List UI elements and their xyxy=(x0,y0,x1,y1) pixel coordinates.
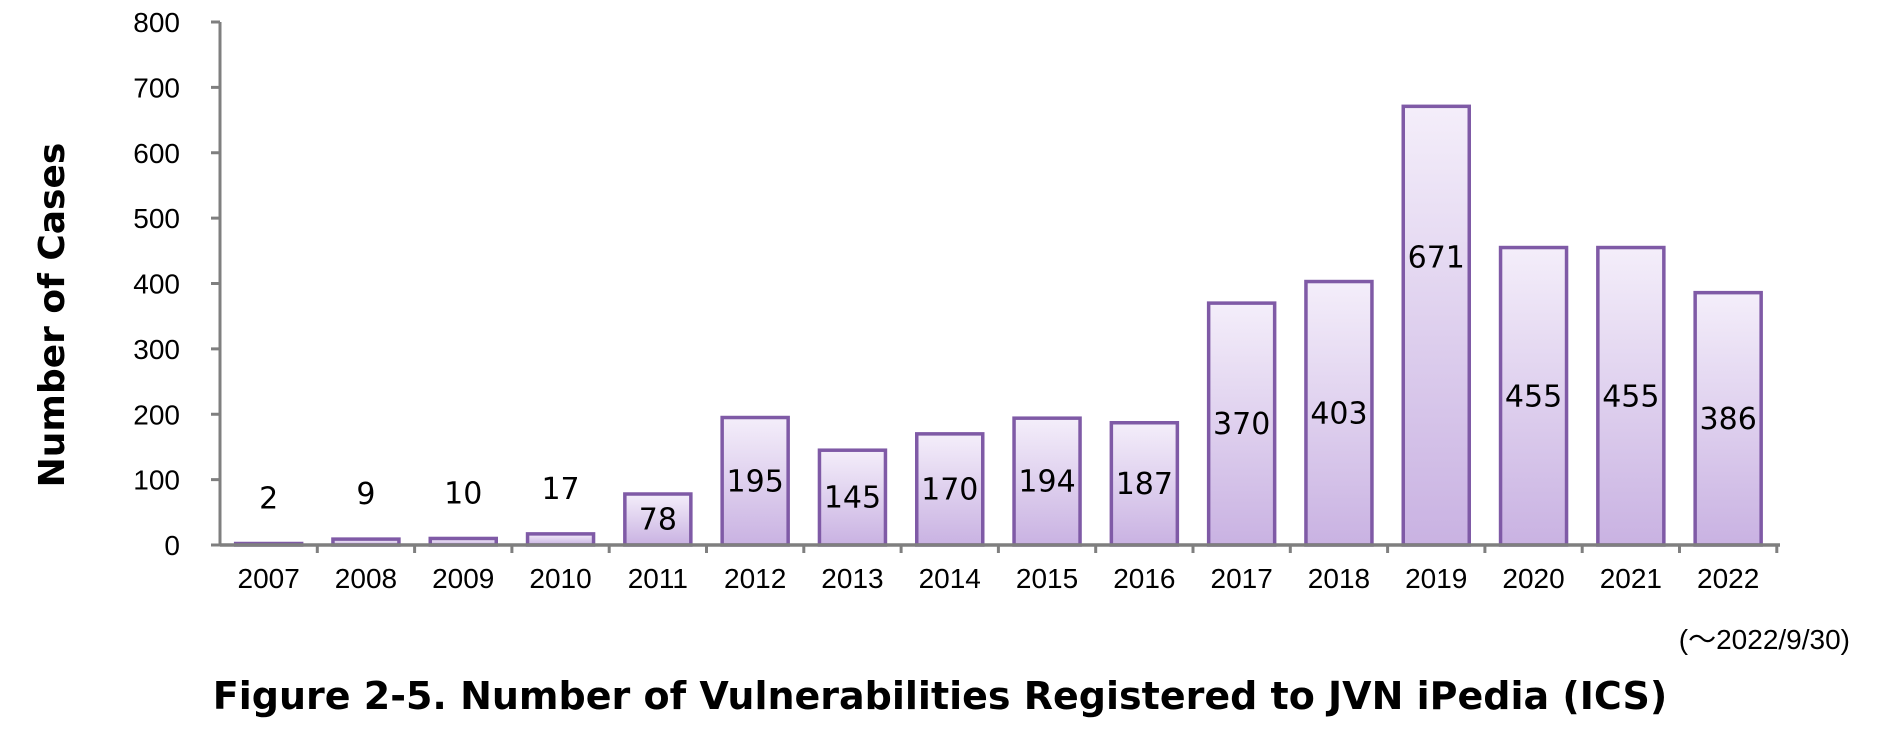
y-tick-label: 500 xyxy=(133,203,180,234)
y-tick-label: 0 xyxy=(164,530,180,561)
bar-value-label: 187 xyxy=(1116,467,1173,502)
bar-value-label: 386 xyxy=(1700,402,1757,437)
x-tick-label: 2018 xyxy=(1308,563,1370,594)
y-axis: 0 100 200 300 400 500 600 700 800 xyxy=(133,7,222,561)
bar-value-label: 455 xyxy=(1602,379,1659,414)
bar xyxy=(623,492,693,547)
x-tick-label: 2008 xyxy=(335,563,397,594)
bar-value-label: 78 xyxy=(639,503,677,538)
x-tick-label: 2007 xyxy=(238,563,300,594)
x-tick-label: 2010 xyxy=(529,563,591,594)
bar xyxy=(1012,416,1082,547)
figure-caption: Figure 2-5. Number of Vulnerabilities Re… xyxy=(213,674,1667,718)
y-tick-label: 400 xyxy=(133,269,180,300)
bar-value-label: 455 xyxy=(1505,379,1562,414)
x-tick-label: 2011 xyxy=(628,563,688,594)
x-tick-label: 2013 xyxy=(821,563,883,594)
bar-value-label: 10 xyxy=(444,476,482,511)
y-tick-label: 200 xyxy=(133,399,180,430)
date-note: (～2022/9/30) xyxy=(1679,624,1850,655)
bar xyxy=(720,415,790,547)
x-tick-label: 2022 xyxy=(1697,563,1759,594)
bars: 2 9 10 17 78 195 145 170 194 187 370 403 671 455 455 38… xyxy=(233,104,1763,547)
x-axis: 2007 2008 2009 2010 2011 2012 2013 2014 2015 2016… xyxy=(220,543,1780,594)
x-tick-label: 2015 xyxy=(1016,563,1078,594)
bar xyxy=(1304,279,1374,547)
bar-value-label: 145 xyxy=(824,481,881,516)
y-axis-title: Number of Cases xyxy=(32,143,73,488)
x-tick-label: 2009 xyxy=(432,563,494,594)
x-tick-label: 2019 xyxy=(1405,563,1467,594)
bar xyxy=(1498,245,1569,547)
bar-value-label: 2 xyxy=(259,482,278,517)
bar xyxy=(1109,420,1180,547)
bar xyxy=(915,432,985,547)
bar-value-label: 370 xyxy=(1213,407,1270,442)
y-tick-label: 700 xyxy=(133,72,180,103)
y-tick-label: 800 xyxy=(133,7,180,38)
x-tick-label: 2012 xyxy=(724,563,786,594)
bar-value-label: 195 xyxy=(727,464,784,499)
x-tick-label: 2016 xyxy=(1113,563,1175,594)
bar xyxy=(1401,104,1471,547)
bar-value-label: 194 xyxy=(1018,465,1075,500)
bar-value-label: 671 xyxy=(1408,241,1465,276)
bar-value-label: 403 xyxy=(1310,396,1367,431)
y-tick-label: 300 xyxy=(133,334,180,365)
x-tick-label: 2020 xyxy=(1502,563,1564,594)
y-tick-label: 600 xyxy=(133,138,180,169)
y-tick-label: 100 xyxy=(133,465,180,496)
bar-value-label: 170 xyxy=(921,472,978,507)
x-tick-label: 2017 xyxy=(1211,563,1273,594)
bar-value-label: 9 xyxy=(356,477,375,512)
x-tick-label: 2021 xyxy=(1600,563,1662,594)
x-tick-label: 2014 xyxy=(919,563,981,594)
bar-value-label: 17 xyxy=(541,472,579,507)
